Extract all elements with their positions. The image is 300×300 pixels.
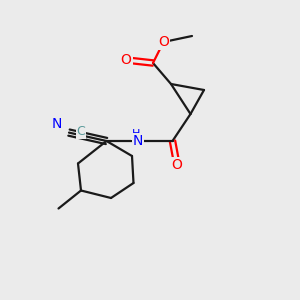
Text: N: N xyxy=(133,134,143,148)
Text: N: N xyxy=(52,118,62,131)
Text: O: O xyxy=(158,35,169,49)
Text: O: O xyxy=(172,158,182,172)
Text: C: C xyxy=(76,125,85,139)
Text: H: H xyxy=(132,129,141,140)
Text: O: O xyxy=(121,53,131,67)
